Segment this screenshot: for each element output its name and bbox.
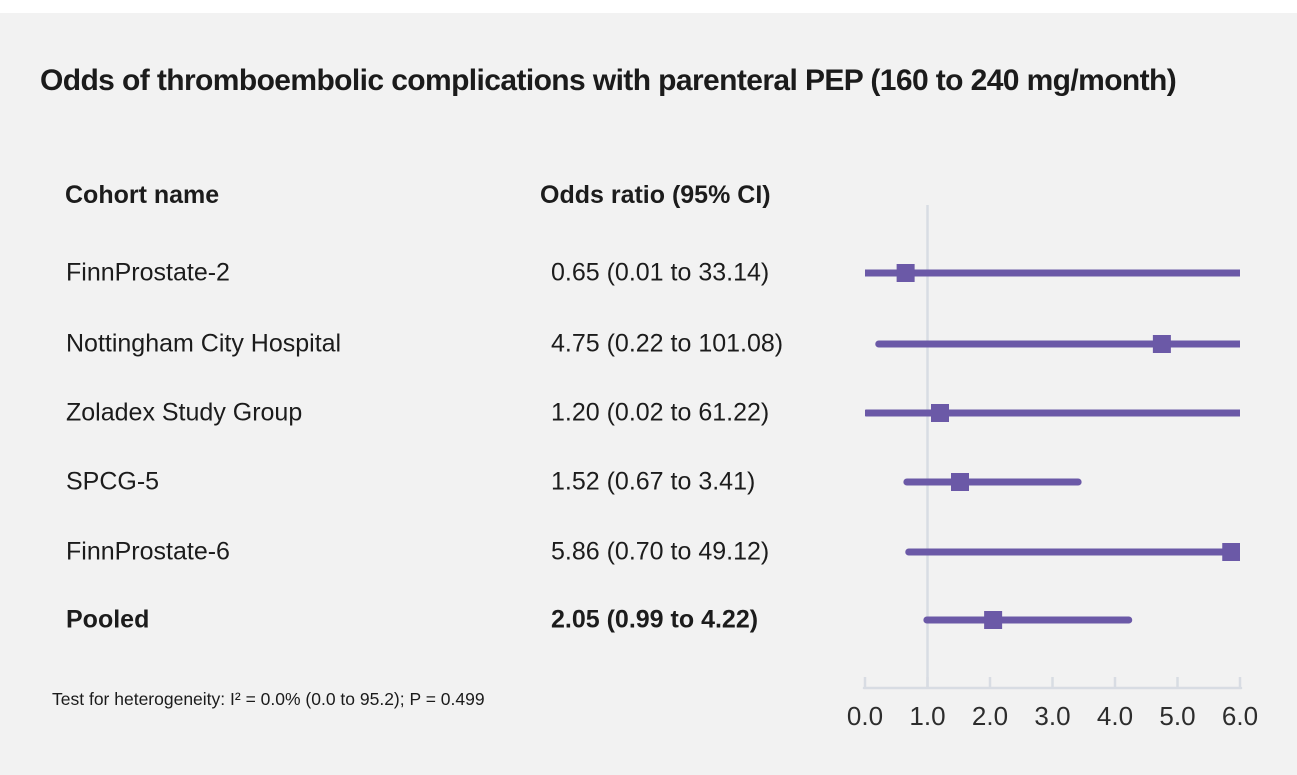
odds-ratio-ci-label: 1.52 (0.67 to 3.41) bbox=[551, 467, 756, 496]
x-axis-tick-label: 1.0 bbox=[909, 701, 946, 731]
x-axis-tick-label: 4.0 bbox=[1096, 701, 1134, 731]
point-estimate-marker bbox=[1222, 543, 1240, 561]
point-estimate-marker bbox=[931, 404, 949, 422]
odds-ratio-ci-label: 2.05 (0.99 to 4.22) bbox=[551, 605, 759, 634]
column-header-cohort-name: Cohort name bbox=[65, 181, 220, 209]
odds-ratio-ci-label: 5.86 (0.70 to 49.12) bbox=[551, 537, 770, 566]
point-estimate-marker bbox=[1152, 335, 1171, 353]
x-axis-tick-label: 2.0 bbox=[971, 701, 1009, 731]
x-axis-tick-label: 5.0 bbox=[1159, 701, 1196, 731]
x-axis-tick-label: 3.0 bbox=[1034, 701, 1071, 731]
x-axis-tick-label: 6.0 bbox=[1221, 701, 1259, 731]
x-axis-tick-label: 0.0 bbox=[846, 701, 884, 731]
odds-ratio-ci-label: 4.75 (0.22 to 101.08) bbox=[551, 329, 784, 358]
odds-ratio-ci-label: 1.20 (0.02 to 61.22) bbox=[551, 398, 770, 427]
chart-title: Odds of thromboembolic complications wit… bbox=[40, 64, 1177, 97]
cohort-name-label: SPCG-5 bbox=[66, 467, 160, 496]
cohort-name-label: Pooled bbox=[66, 605, 150, 634]
column-header-odds-ratio: Odds ratio (95% CI) bbox=[540, 181, 771, 209]
cohort-name-label: FinnProstate-2 bbox=[66, 258, 230, 287]
cohort-name-label: Nottingham City Hospital bbox=[66, 329, 342, 358]
point-estimate-marker bbox=[951, 473, 969, 491]
chart-background-panel bbox=[0, 13, 1297, 775]
point-estimate-marker bbox=[984, 611, 1003, 629]
cohort-name-label: FinnProstate-6 bbox=[66, 537, 230, 566]
heterogeneity-footnote: Test for heterogeneity: I² = 0.0% (0.0 t… bbox=[52, 689, 485, 709]
data-marks-group bbox=[865, 264, 1240, 629]
cohort-name-label: Zoladex Study Group bbox=[66, 398, 303, 427]
point-estimate-marker bbox=[896, 264, 915, 282]
odds-ratio-ci-label: 0.65 (0.01 to 33.14) bbox=[551, 258, 770, 287]
